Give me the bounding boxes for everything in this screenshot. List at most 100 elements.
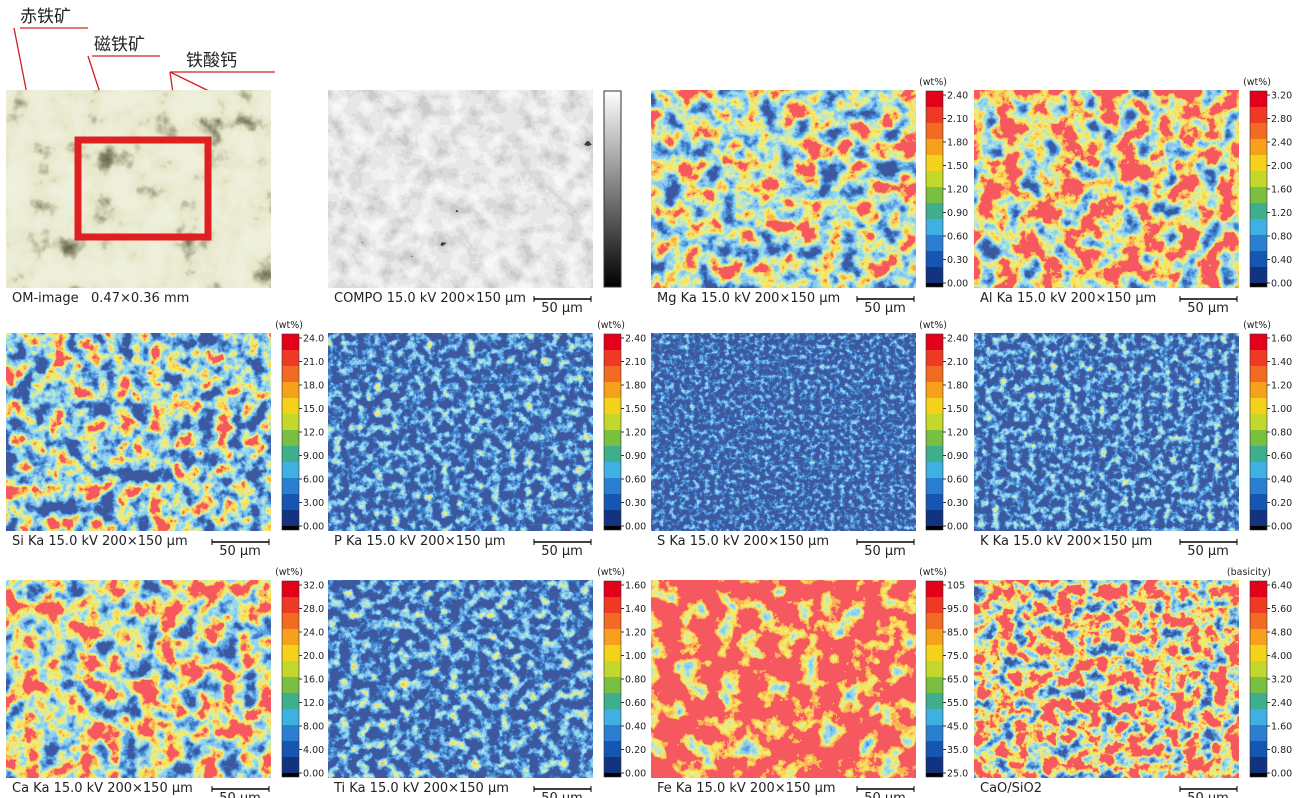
colorbar-tick-label: 1.00 — [625, 651, 646, 662]
colorbar-band — [926, 219, 943, 236]
colorbar-unit: (wt%) — [1243, 320, 1271, 331]
caption: Fe Ka 15.0 kV 200×150 µm — [657, 781, 836, 796]
colorbar-band — [926, 661, 943, 678]
colorbar-tick-label: 105 — [947, 581, 965, 592]
colorbar-tick-label: 2.40 — [947, 91, 968, 102]
scale-bar-label: 50 µm — [541, 791, 583, 798]
colorbar-band — [604, 693, 621, 710]
colorbar-band — [1250, 235, 1267, 252]
colorbar-band — [604, 494, 621, 511]
colorbar-tick-label: 0.90 — [947, 208, 968, 219]
colorbar-band — [926, 478, 943, 495]
scale-bar-label: 50 µm — [1187, 791, 1229, 798]
colorbar-band — [1250, 725, 1267, 742]
colorbar-band — [604, 334, 621, 351]
colorbar-band — [1250, 155, 1267, 172]
colorbar-band — [1250, 203, 1267, 220]
colorbar-band — [604, 725, 621, 742]
colorbar-tick-label: 12.0 — [303, 698, 324, 709]
colorbar-tick-label: 2.40 — [625, 334, 646, 345]
annotation: 铁酸钙 — [186, 51, 237, 71]
colorbar-tick-label: 0.80 — [1271, 428, 1292, 439]
colorbar-tick-label: 1.50 — [625, 404, 646, 415]
colorbar-band — [926, 123, 943, 140]
colorbar-band — [604, 581, 621, 598]
colorbar-band — [282, 382, 299, 399]
colorbar-band — [1250, 107, 1267, 124]
scale-bar-label: 50 µm — [864, 544, 906, 559]
colorbar-band — [604, 629, 621, 646]
colorbar-tick-label: 24.0 — [303, 628, 324, 639]
colorbar-tick-label: 4.80 — [1271, 628, 1292, 639]
colorbar-band — [1250, 693, 1267, 710]
colorbar-band — [926, 382, 943, 399]
colorbar-tick-label: 1.80 — [947, 381, 968, 392]
colorbar-band — [282, 597, 299, 614]
colorbar-band — [1250, 187, 1267, 204]
colorbar-band — [604, 661, 621, 678]
colorbar-band — [1250, 267, 1267, 284]
colorbar-tick-label: 45.0 — [947, 722, 968, 733]
figure: 赤铁矿 磁铁矿 铁酸钙 OM-image 0.47×0.36 mmCOMPO 1… — [0, 0, 1305, 798]
colorbar-tick-label: 12.0 — [303, 428, 324, 439]
colorbar-floor — [1250, 773, 1267, 777]
colorbar-band — [604, 677, 621, 694]
colorbar-tick-label: 0.40 — [1271, 255, 1292, 266]
colorbar-tick-label: 4.00 — [1271, 651, 1292, 662]
caption: Ca Ka 15.0 kV 200×150 µm — [12, 781, 193, 796]
colorbar-tick-label: 0.60 — [947, 475, 968, 486]
map-panel: Al Ka 15.0 kV 200×150 µm50 µm(wt%)3.202.… — [974, 77, 1292, 316]
colorbar-tick-label: 0.00 — [1271, 522, 1292, 533]
colorbar-floor — [926, 773, 943, 777]
colorbar-band — [1250, 510, 1267, 527]
colorbar-band — [926, 430, 943, 447]
colorbar-band — [604, 510, 621, 527]
colorbar-band — [926, 107, 943, 124]
colorbar-band — [604, 757, 621, 774]
colorbar-band — [926, 677, 943, 694]
colorbar-band — [1250, 251, 1267, 268]
colorbar-band — [926, 757, 943, 774]
colorbar-band — [1250, 398, 1267, 415]
colorbar-band — [926, 203, 943, 220]
colorbar-tick-label: 1.40 — [625, 604, 646, 615]
colorbar-band — [1250, 581, 1267, 598]
caption: P Ka 15.0 kV 200×150 µm — [334, 534, 506, 549]
colorbar-tick-label: 0.20 — [625, 745, 646, 756]
colorbar-tick-label: 1.20 — [625, 428, 646, 439]
colorbar-band — [1250, 462, 1267, 479]
colorbar-band — [604, 350, 621, 367]
colorbar-tick-label: 65.0 — [947, 675, 968, 686]
colorbar-tick-label: 6.00 — [303, 475, 324, 486]
scale-bar-label: 50 µm — [864, 791, 906, 798]
caption: Ti Ka 15.0 kV 200×150 µm — [333, 781, 509, 796]
colorbar-band — [282, 334, 299, 351]
colorbar-tick-label: 21.0 — [303, 357, 324, 368]
colorbar-tick-label: 85.0 — [947, 628, 968, 639]
scale-bar-label: 50 µm — [1187, 301, 1229, 316]
colorbar-band — [926, 350, 943, 367]
map-panel: K Ka 15.0 kV 200×150 µm50 µm(wt%)1.601.4… — [974, 320, 1292, 559]
colorbar-tick-label: 0.30 — [947, 498, 968, 509]
caption: Al Ka 15.0 kV 200×150 µm — [980, 291, 1156, 306]
colorbar-floor — [282, 773, 299, 777]
colorbar-band — [926, 613, 943, 630]
colorbar-tick-label: 16.0 — [303, 675, 324, 686]
colorbar-tick-label: 0.00 — [625, 522, 646, 533]
map-panel: Fe Ka 15.0 kV 200×150 µm50 µm(wt%)10595.… — [651, 567, 968, 798]
colorbar-tick-label: 0.80 — [625, 675, 646, 686]
map-panel: Si Ka 15.0 kV 200×150 µm50 µm(wt%)24.021… — [6, 320, 324, 559]
colorbar-tick-label: 1.50 — [947, 161, 968, 172]
colorbar-band — [1250, 334, 1267, 351]
colorbar-band — [926, 510, 943, 527]
colorbar-band — [282, 446, 299, 463]
colorbar-tick-label: 15.0 — [303, 404, 324, 415]
caption: CaO/SiO2 — [980, 781, 1042, 796]
colorbar-band — [604, 382, 621, 399]
colorbar-band — [926, 251, 943, 268]
colorbar-tick-label: 0.60 — [947, 232, 968, 243]
colorbar-tick-label: 1.20 — [947, 185, 968, 196]
colorbar-floor — [1250, 283, 1267, 287]
map-image — [6, 580, 271, 778]
